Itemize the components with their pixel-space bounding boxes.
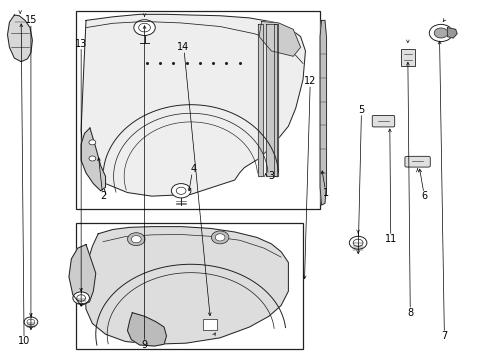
Circle shape xyxy=(176,187,185,194)
Text: 8: 8 xyxy=(407,308,412,318)
Polygon shape xyxy=(266,24,277,176)
Text: 5: 5 xyxy=(358,105,364,115)
Text: 14: 14 xyxy=(177,42,189,52)
Circle shape xyxy=(428,24,452,41)
Text: 9: 9 xyxy=(141,340,147,350)
Circle shape xyxy=(77,295,85,301)
Text: 15: 15 xyxy=(25,15,37,26)
Polygon shape xyxy=(273,24,277,176)
Text: 2: 2 xyxy=(100,191,106,201)
Circle shape xyxy=(127,233,145,246)
Text: 1: 1 xyxy=(323,188,329,198)
Circle shape xyxy=(215,234,224,241)
Circle shape xyxy=(433,28,447,38)
Text: 7: 7 xyxy=(440,331,447,341)
Bar xyxy=(76,12,320,209)
Circle shape xyxy=(211,231,228,244)
Polygon shape xyxy=(81,128,105,191)
Polygon shape xyxy=(84,226,288,344)
Text: 6: 6 xyxy=(421,191,427,201)
Circle shape xyxy=(139,23,150,32)
Circle shape xyxy=(27,319,35,325)
Text: 13: 13 xyxy=(75,39,87,49)
Circle shape xyxy=(171,184,190,198)
Circle shape xyxy=(89,140,96,145)
Bar xyxy=(202,319,217,330)
Polygon shape xyxy=(69,244,96,306)
Text: 4: 4 xyxy=(190,164,196,174)
Circle shape xyxy=(73,292,89,304)
Circle shape xyxy=(24,317,38,327)
Polygon shape xyxy=(259,22,300,56)
Circle shape xyxy=(131,235,141,243)
Polygon shape xyxy=(320,21,326,205)
Bar xyxy=(400,49,414,66)
Text: 10: 10 xyxy=(18,336,30,346)
Circle shape xyxy=(348,236,366,249)
Text: 11: 11 xyxy=(384,234,396,244)
Text: 12: 12 xyxy=(304,76,316,86)
Polygon shape xyxy=(127,313,166,346)
Text: 3: 3 xyxy=(268,171,274,181)
Circle shape xyxy=(89,156,96,161)
FancyBboxPatch shape xyxy=(371,116,394,127)
FancyBboxPatch shape xyxy=(404,156,429,167)
Polygon shape xyxy=(7,15,32,62)
Circle shape xyxy=(134,20,155,36)
Bar xyxy=(76,223,303,348)
Circle shape xyxy=(352,239,362,246)
Polygon shape xyxy=(257,24,262,176)
Polygon shape xyxy=(447,28,456,38)
Polygon shape xyxy=(81,14,305,196)
